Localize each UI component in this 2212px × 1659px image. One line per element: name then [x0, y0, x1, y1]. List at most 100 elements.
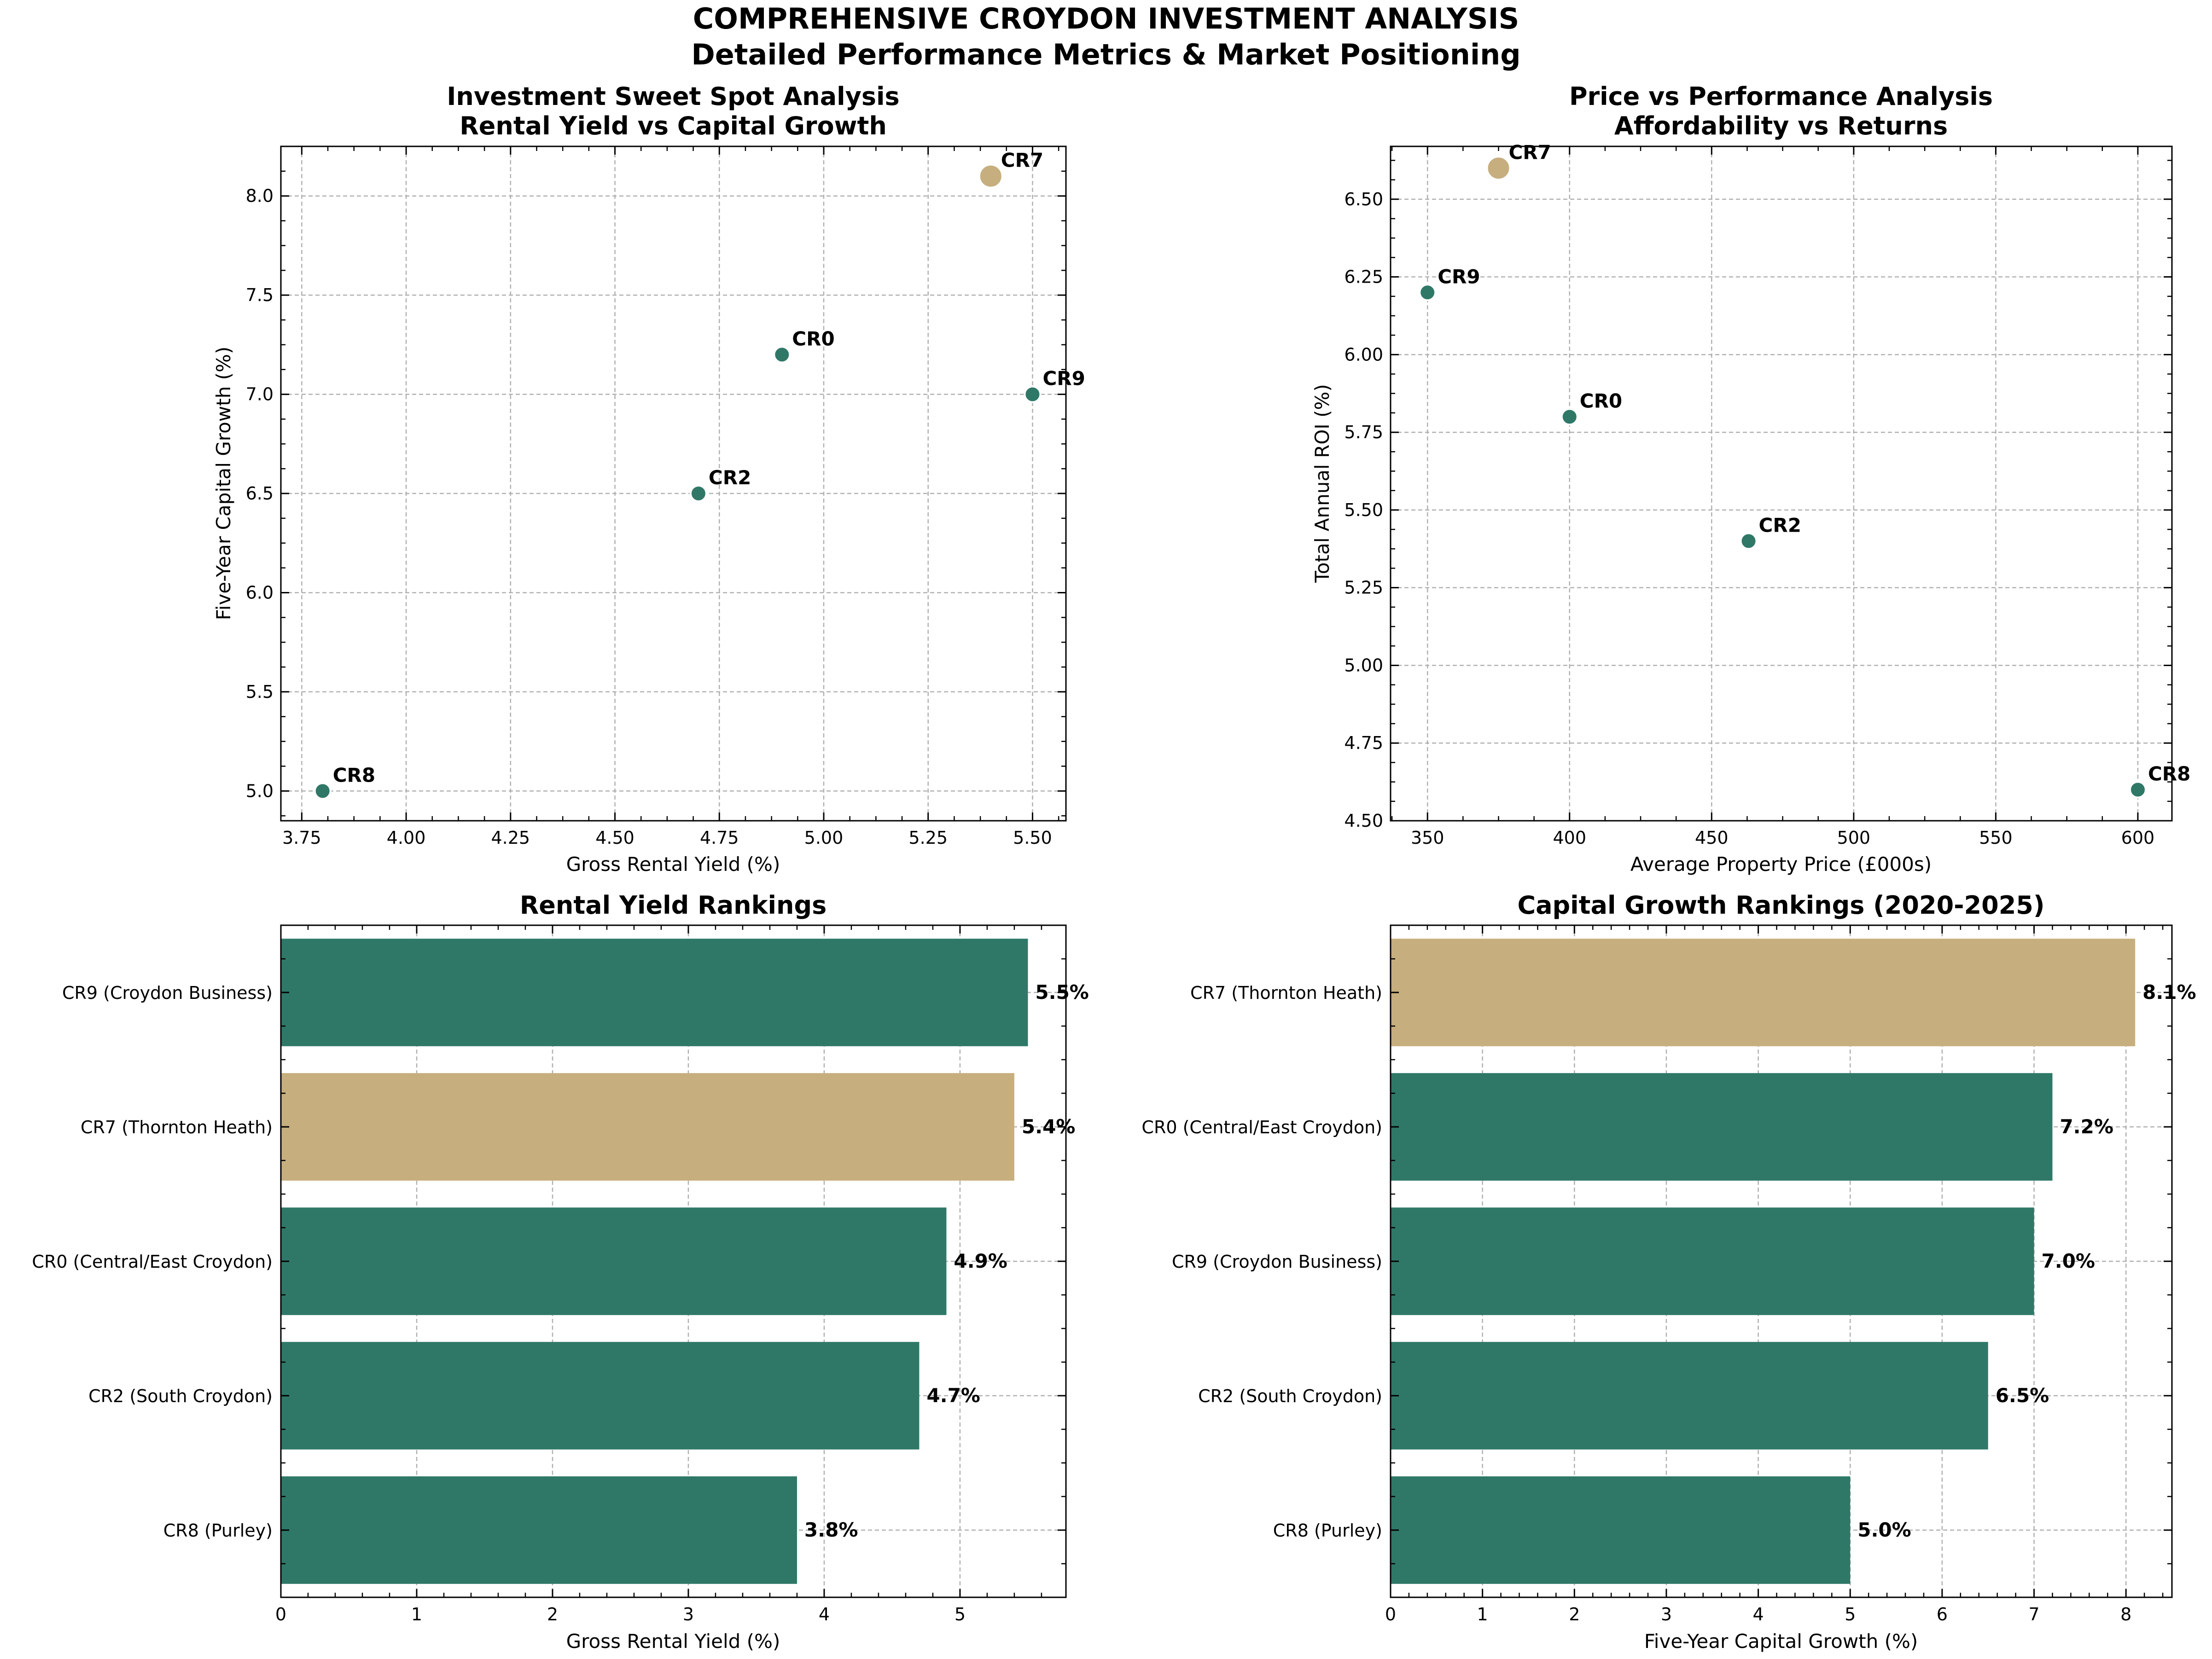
scatter-point-cr9 [1024, 385, 1042, 403]
category-label: CR2 (South Croydon) [88, 1386, 273, 1406]
point-label-cr9: CR9 [1042, 367, 1085, 390]
bar-value-label: 5.0% [1857, 1519, 1911, 1541]
x-tick-label: 3 [683, 1604, 694, 1624]
scatter-point-cr7 [1486, 156, 1511, 181]
y-tick-label: 7.0 [246, 384, 274, 405]
x-tick-label: 8 [2120, 1604, 2131, 1624]
x-tick-label: 4 [819, 1604, 830, 1624]
y-tick-label: 6.50 [1344, 189, 1383, 209]
x-tick-label: 7 [2028, 1604, 2039, 1624]
category-label: CR7 (Thornton Heath) [1190, 983, 1382, 1003]
x-tick-label: 0 [275, 1604, 286, 1624]
x-tick-label: 2 [547, 1604, 558, 1624]
x-tick-label: 5 [955, 1604, 966, 1624]
bar-value-label: 6.5% [1996, 1384, 2049, 1407]
y-tick-label: 6.0 [246, 582, 274, 603]
x-axis-label: Five-Year Capital Growth (%) [1644, 1630, 1918, 1653]
capital-growth-bar-panel: Capital Growth Rankings (2020-2025) 8.1%… [1141, 891, 2196, 1653]
x-tick-label: 4.00 [387, 828, 426, 848]
bar-1 [1391, 1073, 2053, 1181]
y-tick-label: 6.25 [1344, 267, 1383, 287]
category-label: CR8 (Purley) [163, 1520, 273, 1541]
x-tick-label: 3.75 [282, 828, 321, 848]
scatter-point-cr2 [1740, 532, 1758, 550]
category-label: CR0 (Central/East Croydon) [1141, 1117, 1382, 1137]
bar-0 [1391, 939, 2136, 1046]
x-tick-label: 600 [2121, 828, 2155, 848]
category-label: CR2 (South Croydon) [1198, 1386, 1382, 1406]
sweet-spot-scatter-panel: Investment Sweet Spot Analysis Rental Yi… [212, 82, 1085, 876]
y-tick-label: 4.50 [1344, 811, 1383, 831]
x-tick-label: 5.25 [908, 828, 948, 848]
rental-yield-bar-panel: Rental Yield Rankings 5.5%5.4%4.9%4.7%3.… [32, 891, 1089, 1653]
point-label-cr9: CR9 [1438, 265, 1480, 288]
y-tick-label: 5.75 [1344, 422, 1383, 442]
x-tick-label: 5.00 [804, 828, 844, 848]
y-tick-label: 7.5 [246, 285, 274, 305]
panel-title-line1: Investment Sweet Spot Analysis [447, 82, 899, 111]
x-tick-label: 500 [1837, 828, 1871, 848]
point-label-cr0: CR0 [1580, 389, 1622, 412]
scatter-point-cr8 [2129, 781, 2147, 799]
panel-title-line2: Rental Yield vs Capital Growth [460, 111, 887, 140]
x-tick-label: 350 [1411, 828, 1444, 848]
scatter-point-cr7 [978, 163, 1003, 189]
y-axis-label: Total Annual ROI (%) [1311, 384, 1333, 583]
plot-frame [280, 145, 1067, 822]
x-tick-label: 0 [1385, 1604, 1396, 1624]
x-tick-label: 1 [411, 1604, 422, 1624]
x-tick-label: 550 [1979, 828, 2013, 848]
category-label: CR7 (Thornton Heath) [81, 1117, 273, 1137]
category-label: CR9 (Croydon Business) [1172, 1252, 1382, 1272]
bar-1 [281, 1073, 1014, 1181]
bar-value-label: 4.7% [926, 1384, 980, 1407]
x-axis-label: Average Property Price (£000s) [1630, 853, 1932, 876]
y-tick-label: 6.5 [246, 483, 274, 504]
scatter-point-cr2 [689, 485, 707, 503]
x-tick-label: 3 [1661, 1604, 1672, 1624]
point-label-cr7: CR7 [1508, 141, 1551, 163]
category-label: CR8 (Purley) [1273, 1520, 1382, 1541]
figure-title-line1: COMPREHENSIVE CROYDON INVESTMENT ANALYSI… [693, 2, 1519, 35]
bar-3 [281, 1342, 920, 1450]
x-axis-label: Gross Rental Yield (%) [566, 1630, 780, 1653]
figure-title-line2: Detailed Performance Metrics & Market Po… [691, 38, 1520, 71]
scatter-point-cr9 [1419, 284, 1437, 302]
bar-value-label: 3.8% [804, 1519, 858, 1541]
category-label: CR9 (Croydon Business) [62, 983, 273, 1003]
bar-value-label: 4.9% [954, 1250, 1007, 1272]
point-label-cr8: CR8 [2148, 762, 2190, 785]
x-tick-label: 450 [1695, 828, 1729, 848]
price-performance-scatter-panel: Price vs Performance Analysis Affordabil… [1311, 82, 2190, 876]
panel-title: Capital Growth Rankings (2020-2025) [1517, 891, 2044, 920]
y-tick-label: 5.5 [246, 682, 274, 702]
bar-value-label: 5.4% [1022, 1115, 1075, 1138]
y-tick-label: 4.75 [1344, 733, 1383, 753]
scatter-point-cr0 [773, 346, 791, 364]
x-tick-label: 2 [1569, 1604, 1580, 1624]
scatter-point-cr0 [1560, 408, 1578, 426]
x-axis-label: Gross Rental Yield (%) [566, 853, 780, 876]
bar-0 [281, 939, 1028, 1046]
point-label-cr2: CR2 [1759, 514, 1801, 536]
y-tick-label: 5.0 [246, 781, 274, 801]
panel-title-line1: Price vs Performance Analysis [1569, 82, 1993, 111]
x-tick-label: 5 [1845, 1604, 1856, 1624]
panel-title-line2: Affordability vs Returns [1614, 111, 1948, 140]
y-tick-label: 5.25 [1344, 578, 1383, 598]
y-tick-label: 8.0 [246, 186, 274, 206]
y-tick-label: 5.00 [1344, 655, 1383, 675]
x-tick-label: 400 [1553, 828, 1587, 848]
bar-value-label: 7.0% [2042, 1250, 2095, 1272]
bar-2 [1391, 1207, 2034, 1315]
point-label-cr7: CR7 [1001, 149, 1043, 172]
bar-4 [281, 1476, 797, 1584]
point-label-cr0: CR0 [792, 327, 834, 350]
y-tick-label: 6.00 [1344, 344, 1383, 365]
bar-2 [281, 1207, 947, 1315]
category-label: CR0 (Central/East Croydon) [32, 1252, 273, 1272]
x-tick-label: 5.50 [1013, 828, 1052, 848]
y-tick-label: 5.50 [1344, 500, 1383, 520]
x-tick-label: 4.25 [491, 828, 530, 848]
